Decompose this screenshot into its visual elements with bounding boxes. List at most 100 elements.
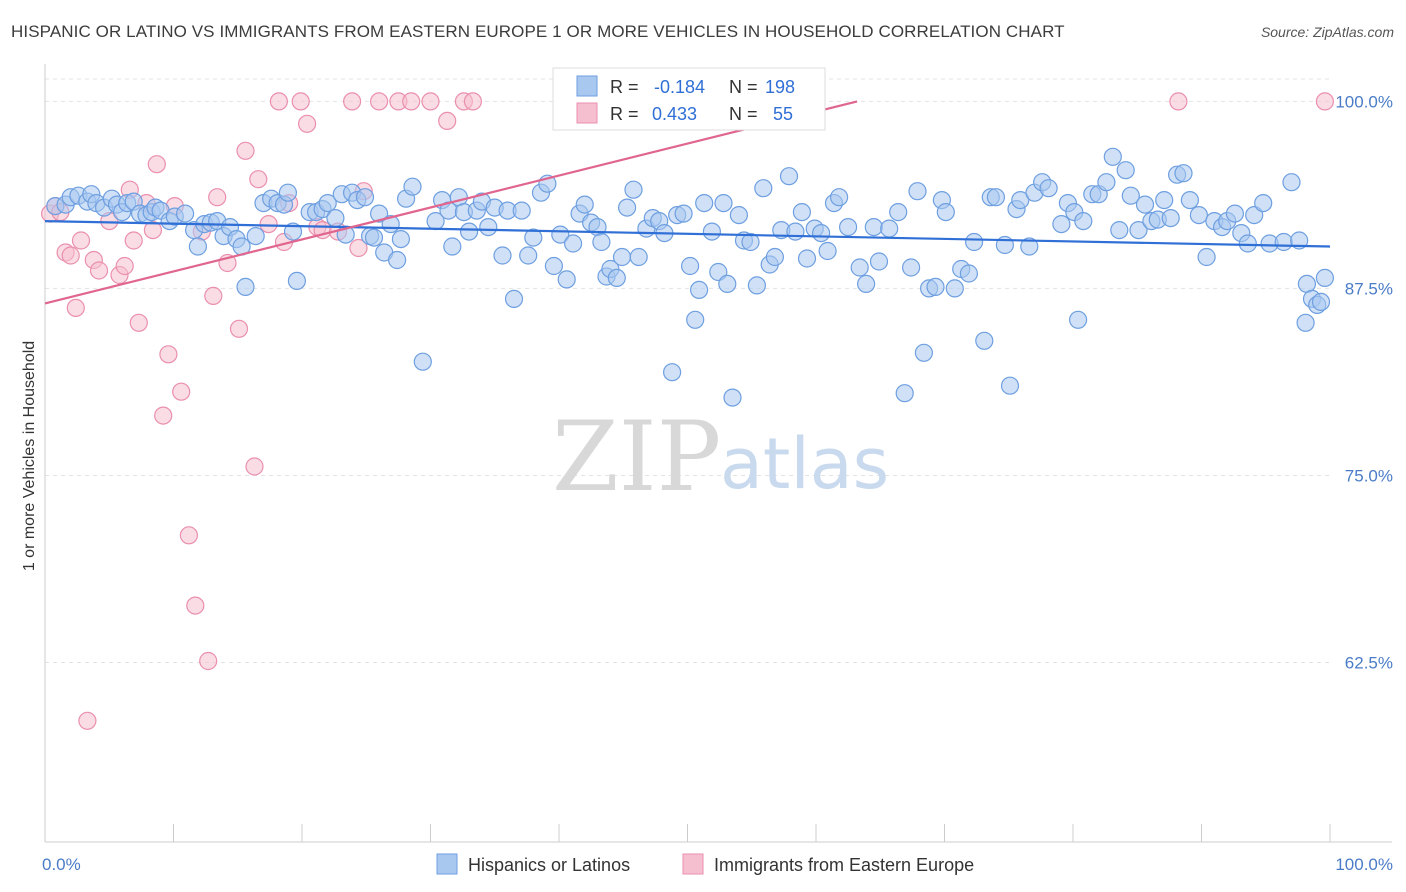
hispanics-point-118 (779, 167, 799, 186)
immigrants-point-38 (291, 92, 310, 111)
immigrants-point-26 (199, 651, 218, 671)
hispanics-point-51 (370, 204, 389, 223)
hispanics-point-112 (741, 232, 760, 252)
hispanics-point-90 (612, 247, 632, 267)
hispanics-point-92 (624, 180, 643, 199)
watermark-zip: ZIP (552, 401, 721, 513)
hispanics-point-72 (504, 289, 524, 308)
hispanics-point-179 (1197, 247, 1216, 267)
hispanics-point-83 (575, 195, 594, 214)
trend-line-immigrants (44, 100, 858, 305)
hispanics-point-131 (869, 252, 889, 271)
hispanics-point-93 (629, 247, 648, 267)
hispanics-point-108 (718, 274, 737, 293)
stats-swatch-pink (576, 102, 598, 124)
hispanics-point-196 (1315, 268, 1335, 287)
hispanics-point-150 (1000, 376, 1020, 395)
hispanics-point-107 (714, 194, 733, 213)
hispanics-point-105 (702, 222, 722, 241)
hispanics-point-166 (1110, 221, 1129, 240)
immigrants-point-15 (129, 313, 148, 332)
immigrants-point-12 (115, 256, 134, 276)
hispanics-point-55 (391, 230, 410, 249)
hispanics-point-165 (1103, 147, 1122, 166)
hispanics-point-102 (686, 310, 705, 329)
hispanics-point-54 (388, 250, 407, 270)
hispanics-point-146 (975, 331, 994, 350)
hispanics-point-116 (765, 247, 785, 267)
hispanics-point-170 (1135, 195, 1155, 214)
hispanics-point-75 (524, 228, 543, 247)
hispanics-point-152 (1011, 191, 1030, 210)
hispanics-point-57 (403, 177, 422, 196)
stats-n-value-blue: 198 (765, 77, 795, 97)
immigrants-point-54 (1315, 92, 1335, 111)
hispanics-point-189 (1274, 232, 1293, 252)
hispanics-point-135 (901, 258, 921, 277)
hispanics-point-89 (607, 268, 626, 287)
hispanics-point-130 (864, 218, 883, 237)
immigrants-point-27 (204, 286, 223, 305)
hispanics-point-38 (287, 271, 306, 290)
hispanics-point-109 (723, 388, 742, 407)
axes (44, 64, 1392, 843)
hispanics-point-173 (1155, 191, 1174, 210)
hispanics-point-195 (1311, 292, 1331, 311)
stats-n-label-blue: N = (729, 77, 758, 97)
immigrants-point-23 (179, 526, 198, 545)
y-tick-label-3: 62.5% (1345, 653, 1393, 672)
hispanics-point-103 (689, 280, 709, 299)
immigrants-point-33 (249, 170, 268, 189)
hispanics-point-187 (1254, 194, 1273, 213)
immigrants-point-32 (245, 457, 264, 476)
hispanics-point-169 (1129, 221, 1148, 240)
x-tick-label-0: 0.0% (42, 855, 81, 874)
immigrants-point-28 (208, 188, 227, 207)
hispanics-point-167 (1116, 161, 1135, 180)
hispanics-point-132 (880, 219, 899, 238)
stats-swatch-blue (576, 75, 598, 97)
immigrants-point-19 (154, 406, 173, 425)
hispanics-point-42 (318, 194, 337, 213)
x-tick-label-1: 100.0% (1335, 855, 1393, 874)
stats-r-value-pink: 0.433 (652, 104, 697, 124)
immigrants-point-31 (236, 141, 255, 160)
immigrants-point-24 (186, 596, 205, 615)
stats-r-value-blue: -0.184 (654, 77, 705, 97)
immigrants-point-45 (349, 238, 368, 258)
immigrants-point-7 (78, 711, 97, 730)
immigrants-point-48 (402, 92, 421, 111)
hispanics-point-160 (1068, 310, 1088, 329)
immigrants-point-18 (147, 155, 166, 174)
hispanics-point-139 (926, 277, 945, 296)
stats-n-value-pink: 55 (773, 104, 793, 124)
hispanics-point-183 (1225, 204, 1245, 223)
immigrants-point-43 (343, 92, 362, 111)
hispanics-point-113 (747, 276, 767, 295)
immigrants-point-22 (172, 382, 191, 401)
hispanics-point-62 (443, 237, 462, 256)
immigrants-point-46 (370, 92, 389, 111)
hispanics-point-127 (838, 218, 858, 237)
hispanics-point-50 (364, 228, 384, 247)
hispanics-point-144 (959, 264, 979, 283)
hispanics-point-100 (674, 204, 693, 223)
hispanics-point-134 (895, 384, 914, 403)
hispanics-point-176 (1174, 164, 1193, 183)
hispanics-point-68 (479, 218, 498, 237)
hispanics-point-148 (986, 188, 1006, 207)
hispanics-point-177 (1180, 191, 1200, 210)
hispanics-point-123 (811, 224, 831, 243)
hispanics-point-153 (1020, 237, 1039, 256)
hispanics-point-197 (1296, 313, 1315, 332)
hispanics-point-110 (729, 206, 749, 225)
watermark-atlas: atlas (720, 423, 889, 505)
immigrants-point-35 (269, 92, 288, 111)
hispanics-point-178 (1189, 206, 1209, 225)
hispanics-point-141 (936, 203, 955, 222)
hispanics-point-157 (1052, 215, 1071, 234)
chart-title: HISPANIC OR LATINO VS IMMIGRANTS FROM EA… (11, 22, 1065, 41)
hispanics-point-65 (460, 222, 479, 241)
hispanics-point-136 (908, 182, 927, 201)
